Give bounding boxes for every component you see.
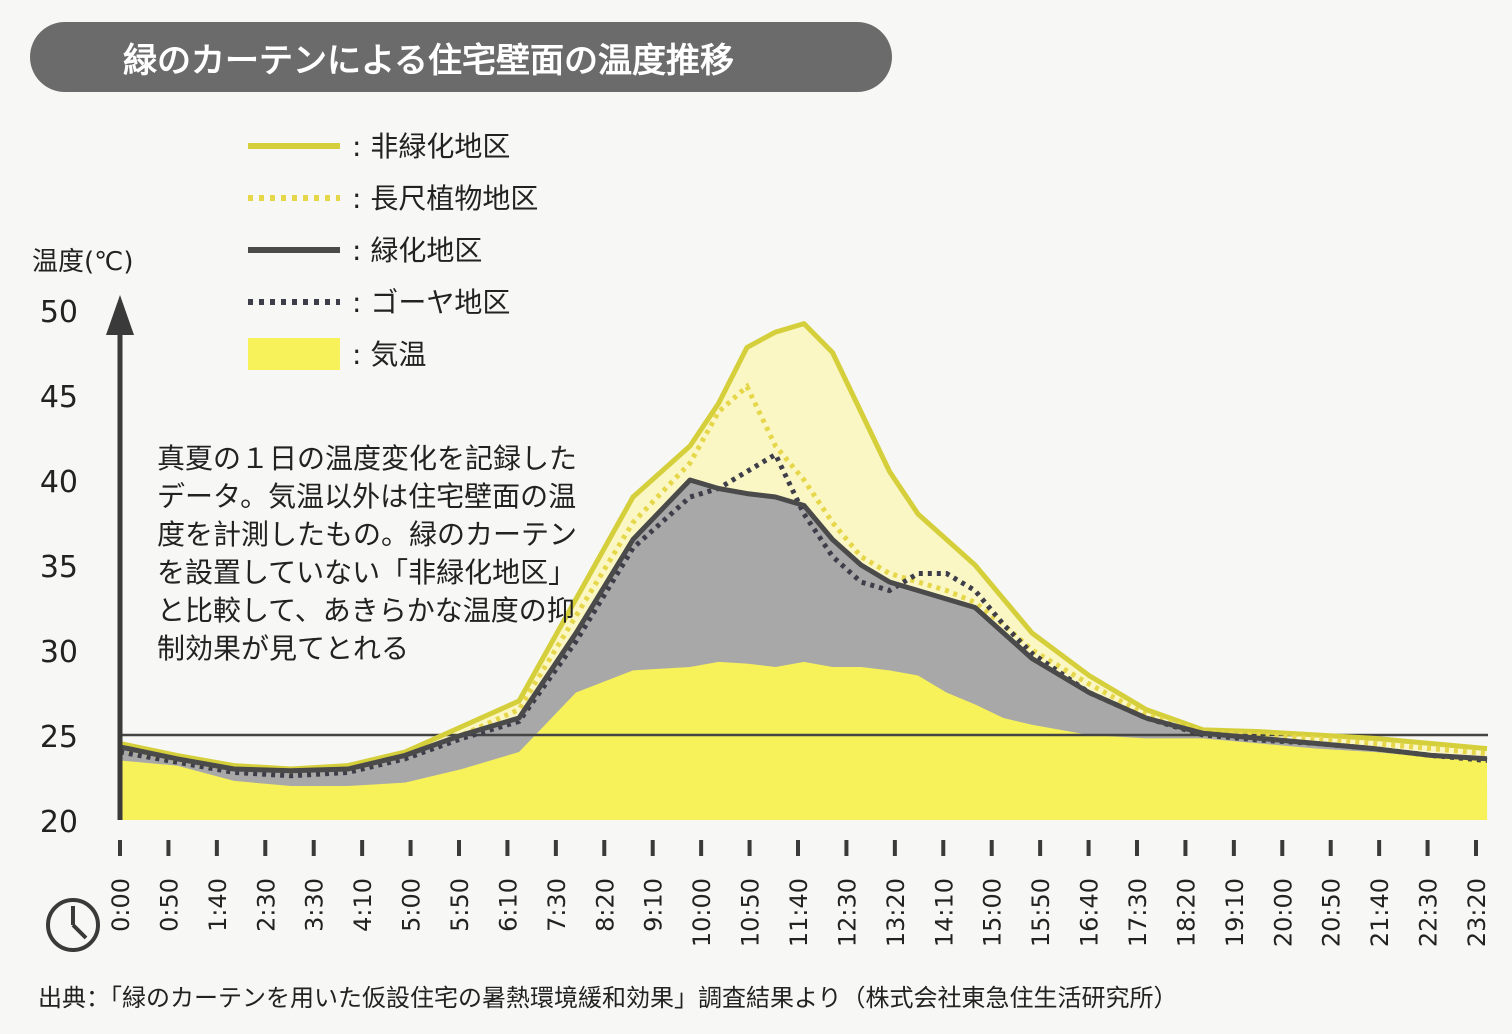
legend-label-2: : 緑化地区 (352, 234, 482, 267)
x-tick-label-12: 10:00 (688, 878, 716, 947)
x-tick-label-10: 8:20 (591, 878, 619, 932)
x-tick-label-27: 22:30 (1415, 878, 1443, 947)
legend-label-4: : 気温 (352, 338, 426, 371)
legend: : 非緑化地区 : 長尺植物地区 : 緑化地区 : ゴーヤ地区 : 気温 (248, 130, 538, 371)
x-tick-label-2: 1:40 (204, 878, 232, 932)
y-tick-label-25: 25 (40, 720, 78, 755)
x-tick-label-11: 9:10 (640, 878, 668, 932)
x-tick-label-9: 7:30 (543, 878, 571, 932)
x-tick-label-7: 5:50 (446, 878, 474, 932)
x-tick-label-21: 17:30 (1124, 878, 1152, 947)
x-tick-label-4: 3:30 (301, 878, 329, 932)
x-tick-label-13: 10:50 (737, 878, 765, 947)
x-tick-label-23: 19:10 (1221, 878, 1249, 947)
x-tick-label-1: 0:50 (155, 878, 183, 932)
source-note: 出典：「緑のカーテンを用いた仮設住宅の暑熱環境緩和効果」調査結果より（株式会社東… (38, 984, 1178, 1012)
x-tick-label-20: 16:40 (1076, 878, 1104, 947)
line-green (119, 477, 1488, 774)
x-tick-label-26: 21:40 (1366, 878, 1394, 947)
area-air-temp (120, 661, 1488, 820)
x-tick-label-22: 18:20 (1172, 878, 1200, 947)
line-layer (119, 321, 1488, 779)
chart-title: 緑のカーテンによる住宅壁面の温度推移 (123, 41, 734, 81)
x-tick-label-18: 15:00 (979, 878, 1007, 947)
axis-layer: 20 25 30 35 40 45 50 (40, 295, 1478, 856)
y-axis-label: 温度(℃) (32, 247, 134, 277)
x-tick-label-28: 23:20 (1463, 878, 1491, 947)
x-tick-label-19: 15:50 (1027, 878, 1055, 947)
annotation-text: 真夏の１日の温度変化を記録した データ。気温以外は住宅壁面の温 度を計測したもの… (157, 442, 577, 665)
x-tick-label-5: 4:10 (349, 878, 377, 932)
x-tick-label-15: 12:30 (833, 878, 861, 947)
annotation-line-5: と比較して、あきらかな温度の抑 (157, 594, 575, 627)
title-banner (30, 22, 892, 92)
annotation-line-6: 制効果が見てとれる (157, 632, 409, 665)
annotation-line-1: 真夏の１日の温度変化を記録した (157, 442, 577, 475)
x-tick-label-0: 0:00 (107, 878, 135, 932)
x-tick-labels: 0:00 0:50 1:40 2:30 3:30 4:10 5:00 5:50 6:10 7:30… (107, 878, 1491, 947)
legend-label-0: : 非緑化地区 (352, 130, 510, 163)
legend-label-1: : 長尺植物地区 (352, 182, 538, 215)
x-tick-label-3: 2:30 (252, 878, 280, 932)
x-tick-label-25: 20:50 (1318, 878, 1346, 947)
x-tick-label-8: 6:10 (494, 878, 522, 932)
legend-label-3: : ゴーヤ地区 (352, 286, 510, 319)
x-tick-label-14: 11:40 (785, 878, 813, 947)
x-tick-label-17: 14:10 (930, 878, 958, 947)
x-tick-label-6: 5:00 (398, 878, 426, 932)
y-tick-label-30: 30 (40, 635, 78, 670)
clock-icon (46, 898, 100, 952)
x-tick-label-24: 20:00 (1269, 878, 1297, 947)
annotation-line-2: データ。気温以外は住宅壁面の温 (157, 480, 576, 513)
x-tick-label-16: 13:20 (882, 878, 910, 947)
y-tick-label-50: 50 (40, 295, 78, 330)
y-tick-label-20: 20 (40, 805, 78, 840)
annotation-line-3: 度を計測したもの。緑のカーテン (157, 518, 577, 551)
y-tick-label-35: 35 (40, 550, 78, 585)
y-axis-arrow (106, 295, 134, 335)
y-tick-label-45: 45 (40, 380, 78, 415)
legend-swatch-4 (248, 338, 340, 370)
annotation-line-4: を設置していない「非緑化地区」 (157, 556, 576, 589)
y-tick-label-40: 40 (40, 465, 78, 500)
line-non-green (119, 321, 1488, 772)
